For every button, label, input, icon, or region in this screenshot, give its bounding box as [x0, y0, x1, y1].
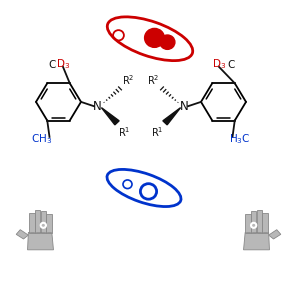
Polygon shape	[269, 230, 281, 239]
Text: C: C	[227, 60, 235, 69]
Text: R$^1$: R$^1$	[151, 125, 164, 139]
Text: N: N	[93, 100, 102, 113]
Polygon shape	[163, 108, 181, 125]
Text: R$^2$: R$^2$	[122, 73, 135, 87]
Text: C: C	[48, 60, 56, 69]
Circle shape	[145, 28, 164, 47]
Text: CH$_3$: CH$_3$	[32, 132, 52, 146]
Text: D$_3$: D$_3$	[56, 58, 70, 71]
Polygon shape	[16, 230, 28, 239]
Polygon shape	[28, 232, 53, 250]
Polygon shape	[29, 213, 34, 233]
Polygon shape	[46, 214, 52, 233]
Text: R$^1$: R$^1$	[118, 125, 131, 139]
Text: H$_3$C: H$_3$C	[229, 132, 251, 146]
Polygon shape	[245, 214, 250, 233]
Polygon shape	[262, 213, 268, 233]
Circle shape	[160, 35, 175, 49]
Polygon shape	[251, 212, 256, 233]
Text: D$_3$: D$_3$	[212, 58, 226, 71]
Polygon shape	[244, 232, 269, 250]
Text: R$^2$: R$^2$	[147, 73, 160, 87]
Polygon shape	[41, 212, 46, 233]
Polygon shape	[101, 108, 119, 125]
Polygon shape	[35, 210, 40, 233]
Text: N: N	[180, 100, 189, 113]
Polygon shape	[257, 210, 262, 233]
